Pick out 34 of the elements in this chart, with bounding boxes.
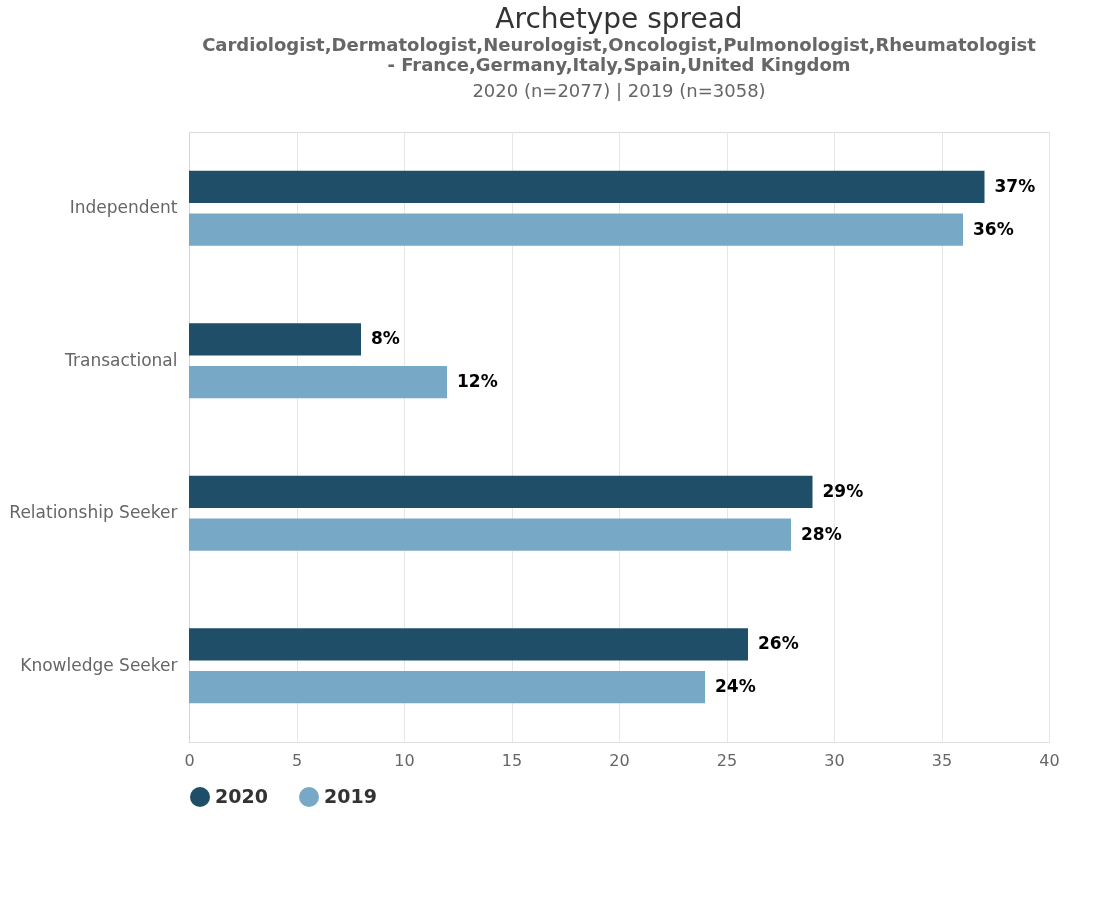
bar: [189, 366, 447, 399]
x-tick-label: 40: [1039, 750, 1060, 770]
y-tick-label: Relationship Seeker: [9, 502, 178, 523]
x-tick-label: 30: [824, 750, 845, 770]
x-tick-label: 15: [501, 750, 523, 770]
x-tick-label: 25: [716, 750, 738, 770]
x-tick-label: 10: [394, 750, 415, 770]
legend-label: 2019: [324, 785, 377, 807]
bar: [189, 475, 813, 508]
x-tick-label: 0: [184, 750, 195, 770]
bar: [189, 628, 748, 661]
data-label: 37%: [994, 175, 1036, 196]
data-label: 29%: [822, 480, 864, 501]
x-tick-label: 35: [931, 750, 953, 770]
legend-label: 2020: [215, 785, 268, 807]
data-label: 28%: [801, 523, 842, 544]
bar: [189, 518, 791, 551]
chart-title: Archetype spread: [495, 2, 743, 35]
bar: [189, 213, 963, 246]
data-label: 8%: [371, 328, 400, 349]
data-label: 36%: [973, 218, 1014, 239]
y-tick-label: Independent: [69, 197, 178, 218]
x-tick-label: 5: [291, 750, 303, 770]
x-tick-label: 20: [609, 750, 630, 770]
data-label: 26%: [758, 633, 799, 654]
y-tick-label: Transactional: [64, 349, 178, 370]
chart-subtitle: Cardiologist,Dermatologist,Neurologist,Oncologist,Pulmonologist,Rheumatologist - France,Germany,Italy,Spain,United Kingdom: [202, 34, 1037, 75]
bar: [189, 323, 361, 356]
text: 2020 (n=2077) | 2019 (n=3058): [472, 80, 766, 101]
bar: [189, 170, 985, 203]
y-tick-label: Knowledge Seeker: [20, 654, 178, 675]
bar: [189, 671, 705, 704]
data-label: 24%: [715, 676, 756, 697]
data-label: 12%: [457, 371, 498, 392]
